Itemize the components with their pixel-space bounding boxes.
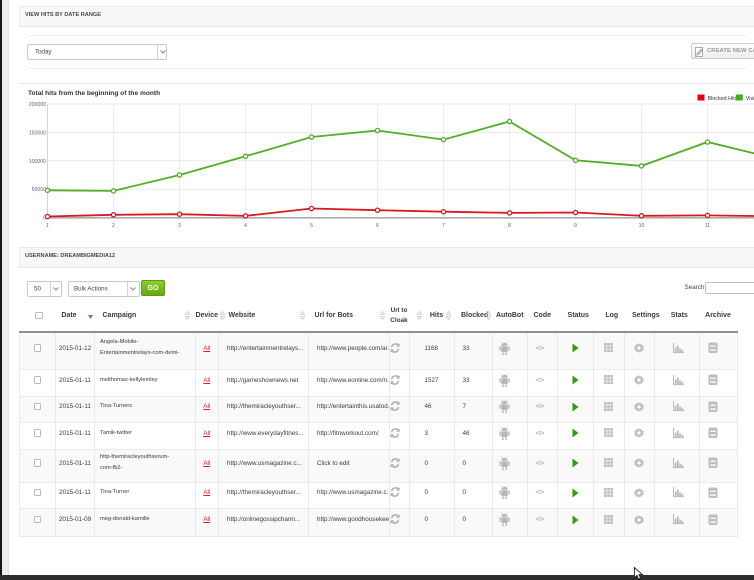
- svg-text:50000: 50000: [32, 187, 47, 193]
- svg-text:200000: 200000: [29, 102, 46, 108]
- svg-text:Visits: Visits: [746, 96, 754, 102]
- svg-text:0: 0: [43, 216, 46, 222]
- svg-text:11: 11: [705, 223, 710, 229]
- svg-text:1: 1: [46, 223, 49, 229]
- svg-text:4: 4: [244, 223, 247, 229]
- svg-text:5: 5: [310, 223, 313, 229]
- svg-text:7: 7: [442, 223, 445, 229]
- svg-text:3: 3: [178, 223, 181, 229]
- svg-text:100000: 100000: [29, 159, 46, 165]
- svg-text:2: 2: [112, 223, 115, 229]
- svg-text:150000: 150000: [29, 130, 46, 136]
- svg-text:6: 6: [376, 223, 379, 229]
- svg-text:Blocked Hits: Blocked Hits: [708, 96, 738, 102]
- svg-text:9: 9: [574, 223, 577, 229]
- svg-text:10: 10: [639, 223, 645, 229]
- svg-text:8: 8: [508, 223, 511, 229]
